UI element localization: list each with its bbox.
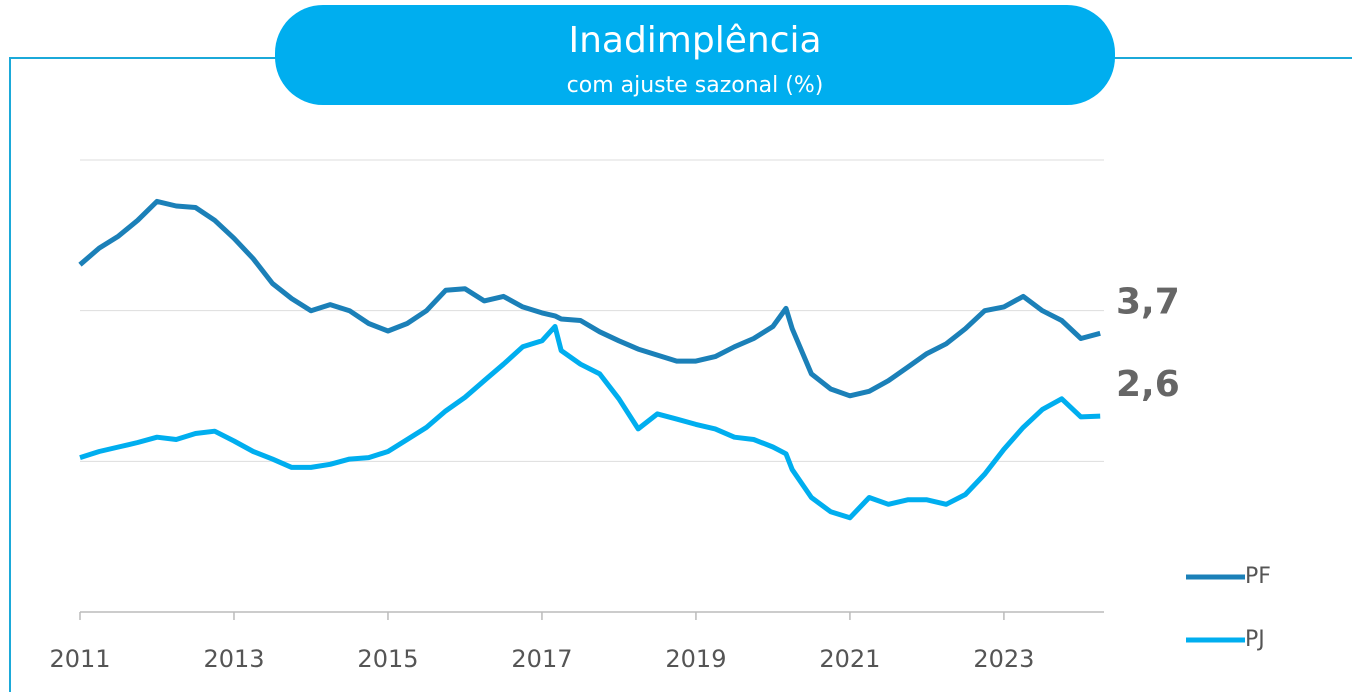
chart-title: Inadimplência (568, 20, 821, 61)
legend-label: PJ (1245, 627, 1265, 652)
x-tick-label: 2021 (819, 645, 880, 673)
x-tick-label: 2015 (357, 645, 418, 673)
line-series (79, 324, 1101, 521)
x-tick-label: 2011 (49, 645, 110, 673)
end-label: 3,7 (1116, 281, 1180, 322)
chart-subtitle: com ajuste sazonal (%) (567, 73, 824, 98)
x-tick-label: 2013 (203, 645, 264, 673)
line-series (78, 198, 1101, 399)
legend-label: PF (1245, 564, 1271, 589)
title-box (275, 5, 1115, 105)
x-tick-label: 2019 (665, 645, 726, 673)
x-tick-label: 2023 (973, 645, 1034, 673)
end-label: 2,6 (1116, 364, 1180, 405)
x-tick-label: 2017 (511, 645, 572, 673)
frame (9, 57, 1352, 692)
